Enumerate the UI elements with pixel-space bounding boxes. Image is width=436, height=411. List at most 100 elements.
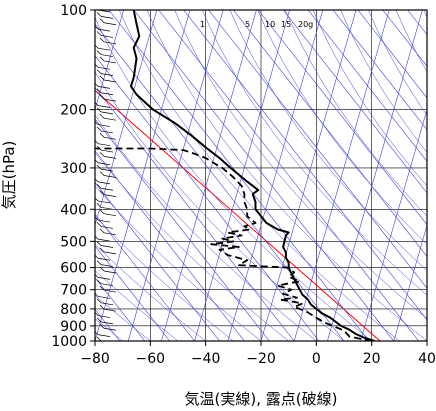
moist-adiabat-line xyxy=(95,185,262,341)
mixing-ratio-line xyxy=(327,10,423,341)
x-tick-label: −40 xyxy=(191,351,221,367)
moist-adiabat-line xyxy=(257,10,427,245)
moist-adiabat-line xyxy=(229,10,427,271)
wind-barb xyxy=(100,206,114,210)
wind-barb xyxy=(103,156,117,159)
wind-barb-flag xyxy=(95,63,99,68)
wind-barb xyxy=(103,41,117,45)
moist-adiabat-line xyxy=(95,152,289,341)
mixing-ratio-label: 1 xyxy=(200,20,205,29)
dry-adiabat-line xyxy=(282,10,427,194)
moist-adiabat-line xyxy=(95,16,372,341)
series-layer xyxy=(95,10,375,341)
mixing-ratio-line xyxy=(360,108,427,341)
dry-adiabat-line xyxy=(208,10,427,289)
wind-barb-flag xyxy=(99,56,105,62)
wind-barb-flag xyxy=(99,190,105,195)
mixing-ratio-label: 5 xyxy=(245,20,250,29)
wind-barb xyxy=(100,187,114,191)
dry-adiabat-line xyxy=(95,150,245,341)
wind-barb xyxy=(103,136,117,140)
wind-barb xyxy=(97,200,111,204)
wind-barb xyxy=(103,175,117,178)
wind-barb xyxy=(100,73,114,76)
dry-adiabat-line xyxy=(95,213,195,341)
wind-barb xyxy=(100,16,114,19)
wind-barb xyxy=(100,35,114,38)
wind-barb-flag xyxy=(95,44,99,49)
moist-adiabat-line xyxy=(119,10,400,341)
moist-adiabat-line xyxy=(95,215,234,341)
wind-barb-flag xyxy=(95,235,99,240)
wind-barb-flag xyxy=(95,273,99,278)
wind-barb xyxy=(97,315,111,318)
x-tick-label: 20 xyxy=(363,351,381,367)
wind-barb-flag xyxy=(99,285,105,291)
wind-barb-flag xyxy=(95,331,99,335)
dry-adiabat-line xyxy=(183,10,427,321)
wind-barb-flag xyxy=(96,317,102,323)
wind-barb-flag xyxy=(99,324,105,329)
wind-barb xyxy=(97,47,111,51)
wind-barb xyxy=(97,143,111,147)
dry-adiabat-line xyxy=(95,118,270,341)
dry-adiabat-line xyxy=(95,245,170,341)
wind-barb-flag xyxy=(99,75,105,81)
wind-barb xyxy=(103,22,117,26)
wind-barb-flag xyxy=(95,292,99,297)
wind-barb-flag xyxy=(99,18,105,23)
dry-adiabat-line xyxy=(258,10,427,226)
wind-barb-flag xyxy=(99,152,105,157)
x-tick-label: 0 xyxy=(312,351,321,367)
wind-barb-flag xyxy=(99,228,105,234)
wind-barb xyxy=(100,302,114,306)
mixing-ratio-line xyxy=(227,10,324,341)
moist-adiabat-line xyxy=(202,10,427,296)
moist-adiabat-line xyxy=(395,10,427,73)
wind-barb xyxy=(100,54,114,57)
wind-barb-flag xyxy=(96,203,102,208)
wind-barb xyxy=(97,277,111,280)
dewpoint-series-line xyxy=(95,147,372,341)
mixing-ratio-line xyxy=(127,10,224,341)
wind-barb-flag xyxy=(96,126,102,132)
wind-barb xyxy=(103,117,117,121)
wind-barb-flag xyxy=(95,159,99,164)
reference-line xyxy=(95,90,381,341)
y-tick-label: 900 xyxy=(60,319,87,335)
y-tick-label: 400 xyxy=(60,202,87,218)
wind-barb xyxy=(100,283,114,287)
wind-barb xyxy=(103,327,117,331)
wind-barb xyxy=(100,168,114,172)
wind-barb-flag xyxy=(95,121,99,125)
wind-barb-flag xyxy=(96,107,102,113)
wind-barb xyxy=(103,289,117,293)
x-tick-label: −60 xyxy=(136,351,166,367)
wind-barb xyxy=(100,92,114,96)
y-tick-label: 300 xyxy=(60,161,87,177)
mixing-ratio-line xyxy=(95,10,158,227)
wind-barb-flag xyxy=(95,25,99,30)
y-tick-label: 1000 xyxy=(51,334,87,350)
wind-barb xyxy=(103,308,117,312)
wind-barb xyxy=(100,264,114,267)
dry-adiabat-line xyxy=(95,182,220,341)
wind-barb xyxy=(97,238,111,242)
wind-barb-flag xyxy=(96,164,102,170)
wind-barb-flag xyxy=(96,69,102,74)
wind-barb xyxy=(97,296,111,299)
x-tick-label: −20 xyxy=(246,351,276,367)
wind-barb-flag xyxy=(95,140,99,144)
wind-barb-flag xyxy=(95,254,99,259)
wind-barb xyxy=(100,226,114,229)
wind-barb xyxy=(100,111,114,115)
wind-barb-flag xyxy=(96,31,102,36)
moist-adiabat-line xyxy=(312,10,427,187)
wind-barb xyxy=(97,105,111,108)
wind-barb-flag xyxy=(95,101,99,106)
reference-line-layer xyxy=(95,90,381,341)
wind-barb xyxy=(103,232,117,236)
x-tick-label: −80 xyxy=(80,351,110,367)
wind-barb xyxy=(100,245,114,248)
